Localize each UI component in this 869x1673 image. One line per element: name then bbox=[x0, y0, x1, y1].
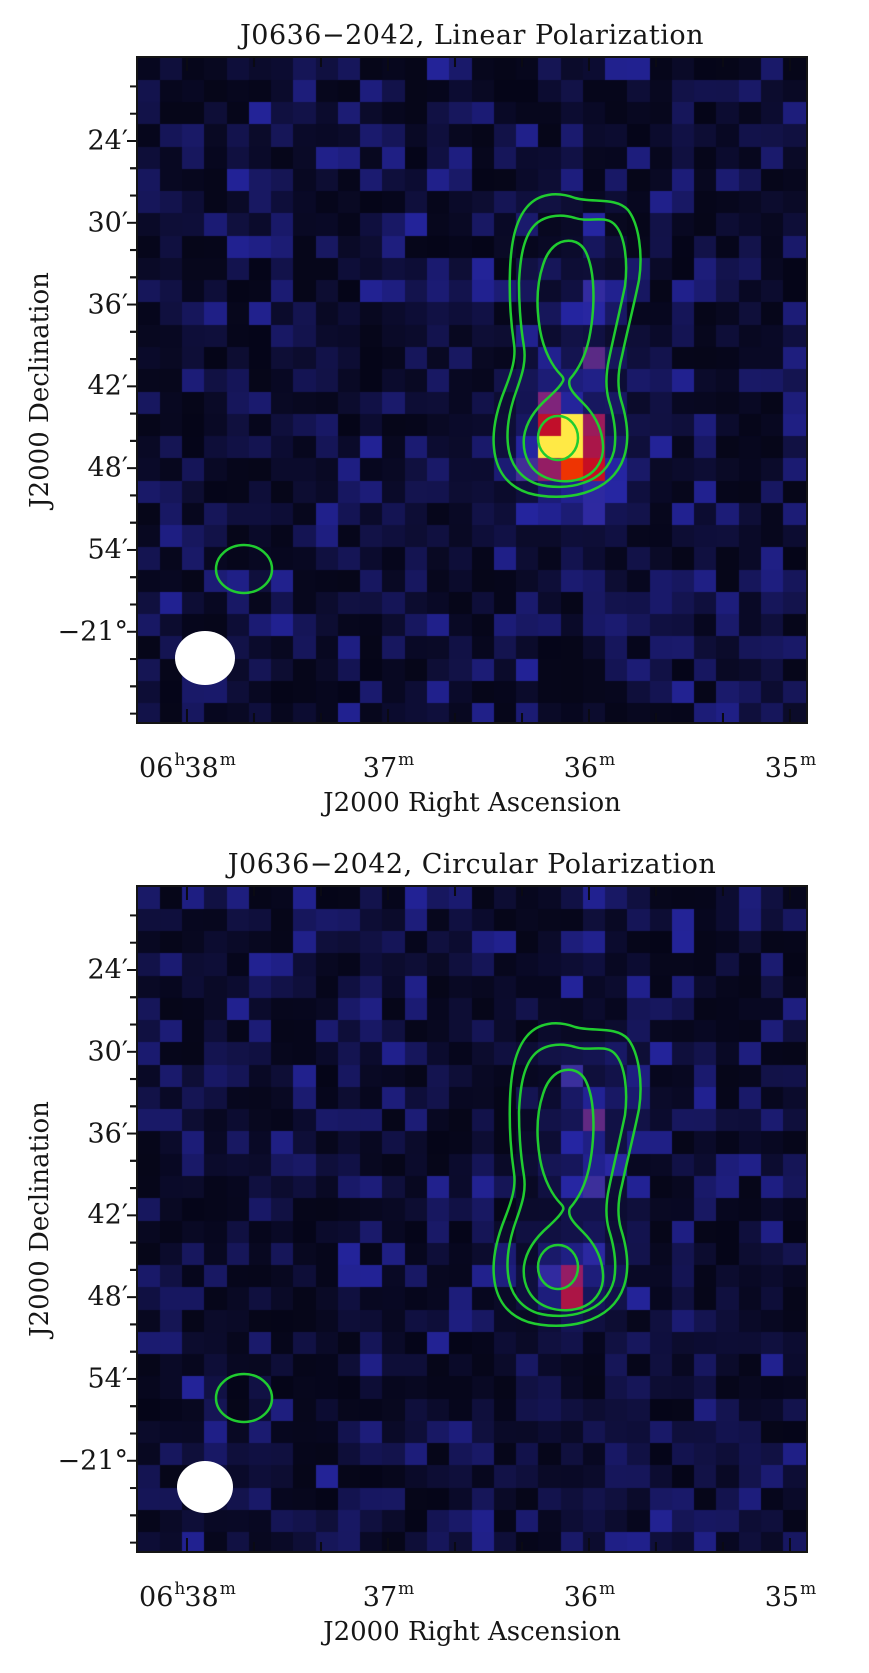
y-tick-label: 30′ bbox=[87, 1036, 129, 1068]
y-tick-label: −21° bbox=[57, 1445, 128, 1477]
x-axis-label: J2000 Right Ascension bbox=[323, 788, 621, 818]
contour-overlay bbox=[127, 58, 791, 722]
contour-line bbox=[522, 239, 605, 483]
plot-area bbox=[127, 56, 808, 724]
x-tick-label: 36m bbox=[563, 750, 616, 784]
y-tick-label: 48′ bbox=[87, 452, 129, 484]
x-tick-label: 37m bbox=[362, 750, 415, 784]
beam-ellipse bbox=[175, 631, 235, 685]
minute-superscript: m bbox=[800, 750, 817, 770]
panel-title: J0636−2042, Circular Polarization bbox=[227, 849, 717, 880]
y-tick-label: 36′ bbox=[87, 289, 129, 321]
y-tick-label: 24′ bbox=[87, 125, 129, 157]
plot-area bbox=[127, 885, 808, 1553]
x-axis-label: J2000 Right Ascension bbox=[323, 1617, 621, 1647]
x-tick-label: 06h38m bbox=[139, 750, 236, 784]
y-tick-label: 36′ bbox=[87, 1118, 129, 1150]
y-tick-label: 42′ bbox=[87, 1199, 129, 1231]
hour-superscript: h bbox=[174, 1579, 186, 1599]
y-axis-label: J2000 Declination bbox=[25, 1101, 55, 1337]
contour-inner-circle bbox=[536, 414, 580, 462]
minute-superscript: m bbox=[398, 750, 415, 770]
y-tick-label: −21° bbox=[57, 616, 128, 648]
contour-isolated-circle bbox=[214, 543, 274, 595]
y-tick-label: 54′ bbox=[87, 534, 129, 566]
minute-superscript: m bbox=[599, 1579, 616, 1599]
y-tick-label: 48′ bbox=[87, 1281, 129, 1313]
y-axis-label: J2000 Declination bbox=[25, 272, 55, 508]
y-tick-label: 42′ bbox=[87, 370, 129, 402]
minute-superscript: m bbox=[800, 1579, 817, 1599]
minute-superscript: m bbox=[219, 1579, 236, 1599]
x-tick-label: 35m bbox=[764, 1579, 817, 1613]
x-tick-label: 37m bbox=[362, 1579, 415, 1613]
intensity-heatmap bbox=[138, 58, 806, 722]
contour-isolated-circle bbox=[214, 1372, 274, 1424]
x-tick-label: 06h38m bbox=[139, 1579, 236, 1613]
y-tick-label: 30′ bbox=[87, 207, 129, 239]
hour-superscript: h bbox=[174, 750, 186, 770]
x-tick-label: 36m bbox=[563, 1579, 616, 1613]
minute-superscript: m bbox=[398, 1579, 415, 1599]
contour-line bbox=[506, 214, 628, 489]
contour-line bbox=[506, 1043, 628, 1318]
y-tick-label: 54′ bbox=[87, 1363, 129, 1395]
minute-superscript: m bbox=[219, 750, 236, 770]
y-tick-label: 24′ bbox=[87, 954, 129, 986]
contour-inner-circle bbox=[536, 1243, 580, 1291]
contour-line bbox=[492, 1022, 642, 1327]
panel-title: J0636−2042, Linear Polarization bbox=[239, 20, 705, 51]
contour-overlay bbox=[127, 887, 791, 1551]
beam-ellipse bbox=[177, 1461, 233, 1513]
minute-superscript: m bbox=[599, 750, 616, 770]
intensity-heatmap bbox=[138, 887, 806, 1551]
contour-line bbox=[492, 193, 642, 498]
x-tick-label: 35m bbox=[764, 750, 817, 784]
contour-line bbox=[522, 1068, 605, 1312]
